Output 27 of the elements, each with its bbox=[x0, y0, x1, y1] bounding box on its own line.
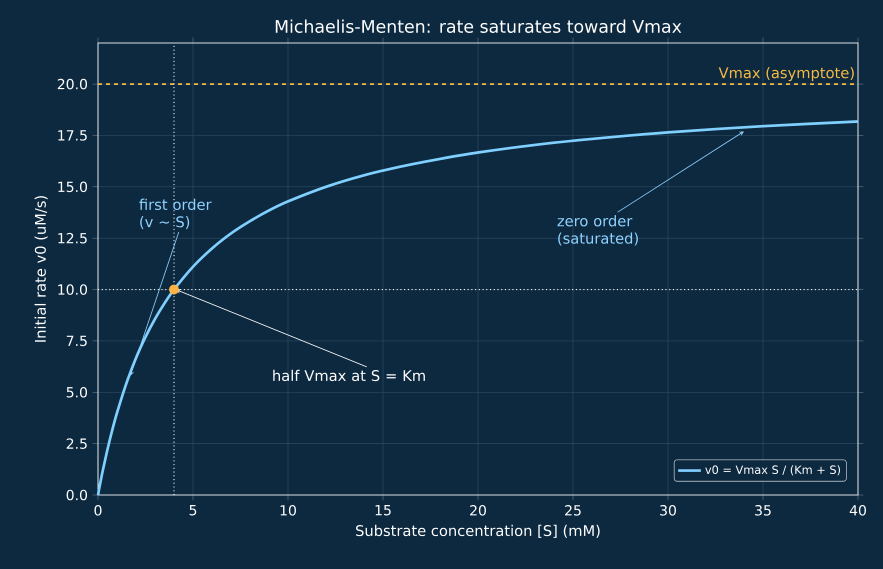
x-tick-label: 25 bbox=[565, 505, 581, 516]
x-axis-title: Substrate concentration [S] (mM) bbox=[356, 524, 600, 538]
y-tick-label: 15.0 bbox=[58, 182, 88, 192]
y-tick-label: 17.5 bbox=[58, 130, 87, 141]
legend-label: v0 = Vmax S / (Km + S) bbox=[705, 465, 840, 476]
ref-line-label: Vmax (asymptote) bbox=[718, 66, 854, 82]
y-tick-label: 12.5 bbox=[58, 232, 87, 244]
y-tick-label: 2.5 bbox=[66, 438, 87, 449]
x-tick-label: 5 bbox=[190, 505, 196, 516]
x-tick-label: 30 bbox=[660, 505, 676, 516]
line-series bbox=[96, 120, 860, 496]
chart-title: Michaelis-Menten: rate saturates toward Vmax bbox=[276, 20, 682, 33]
x-tick-label: 15 bbox=[376, 505, 391, 516]
y-tick-label: 10.0 bbox=[58, 284, 88, 295]
y-axis-title: Initial rate v0 (uM/s) bbox=[34, 196, 48, 342]
annotation: first order (v ~ S) bbox=[139, 198, 212, 230]
x-tick-label: 10 bbox=[280, 505, 296, 516]
y-tick-label: 0.0 bbox=[66, 490, 88, 500]
x-tick-label: 40 bbox=[850, 505, 866, 516]
x-tick-label: 20 bbox=[470, 505, 486, 516]
y-tick-label: 7.5 bbox=[66, 336, 87, 346]
x-tick-label: 0 bbox=[94, 505, 102, 516]
annotation: zero order (saturated) bbox=[558, 215, 638, 246]
annotation: half Vmax at S = Km bbox=[273, 370, 425, 382]
y-tick-label: 20.0 bbox=[58, 78, 88, 90]
x-tick-label: 35 bbox=[755, 505, 771, 516]
y-tick-label: 5.0 bbox=[66, 386, 88, 398]
